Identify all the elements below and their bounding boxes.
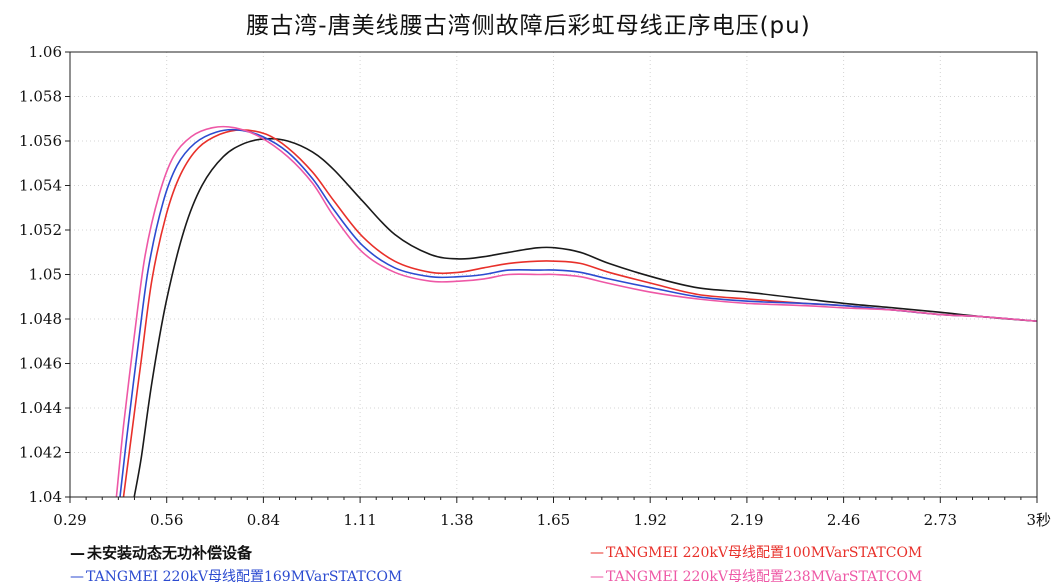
legend-swatch: —: [590, 569, 604, 585]
y-tick-label: 1.056: [19, 132, 62, 150]
series-line-3: [115, 125, 1038, 498]
legend-label: 未安装动态无功补偿设备: [87, 544, 253, 562]
x-tick-label: 2.46: [827, 511, 860, 529]
legend-item-169mvar: — TANGMEI 220kV母线配置169MVarSTATCOM: [70, 566, 402, 586]
y-tick-label: 1.054: [19, 177, 62, 195]
series-line-0: [133, 137, 1038, 498]
axes: 1.04 1.042 1.044 1.046 1.048 1.05 1.052 1.054 1.…: [19, 43, 1051, 529]
y-tick-label: 1.06: [29, 43, 62, 61]
series-lines: [115, 125, 1038, 498]
y-tick-label: 1.058: [19, 88, 62, 106]
x-tick-label: 1.65: [537, 511, 570, 529]
x-tick-label: 1.92: [633, 511, 666, 529]
legend-swatch: —: [70, 544, 85, 562]
x-tick-label: 0.84: [247, 511, 280, 529]
x-tick-label: 2.19: [730, 511, 763, 529]
y-tick-label: 1.04: [29, 488, 62, 506]
legend-swatch: —: [70, 569, 84, 585]
x-tick-label: 0.56: [150, 511, 183, 529]
chart-title: 腰古湾-唐美线腰古湾侧故障后彩虹母线正序电压(pu): [246, 13, 811, 39]
x-tick-label: 3秒: [1026, 511, 1051, 529]
y-tick-label: 1.046: [19, 355, 62, 373]
x-tick-label: 1.38: [440, 511, 473, 529]
series-line-2: [119, 128, 1038, 498]
y-tick-label: 1.044: [19, 399, 62, 417]
legend-label: TANGMEI 220kV母线配置238MVarSTATCOM: [606, 569, 923, 585]
y-tick-label: 1.048: [19, 310, 62, 328]
legend-label: TANGMEI 220kV母线配置100MVarSTATCOM: [606, 545, 923, 561]
x-tick-label: 1.11: [343, 511, 376, 529]
x-tick-label: 2.73: [924, 511, 957, 529]
y-tick-label: 1.05: [29, 266, 62, 284]
series-line-1: [122, 129, 1038, 498]
legend-item-100mvar: — TANGMEI 220kV母线配置100MVarSTATCOM: [590, 542, 922, 562]
legend-label: TANGMEI 220kV母线配置169MVarSTATCOM: [86, 569, 403, 585]
x-tick-label: 0.29: [53, 511, 86, 529]
legend-item-no-compensation: — 未安装动态无功补偿设备: [70, 542, 252, 563]
y-tick-label: 1.042: [19, 444, 62, 462]
legend-swatch: —: [590, 545, 604, 561]
y-tick-label: 1.052: [19, 221, 62, 239]
legend-item-238mvar: — TANGMEI 220kV母线配置238MVarSTATCOM: [590, 566, 922, 586]
